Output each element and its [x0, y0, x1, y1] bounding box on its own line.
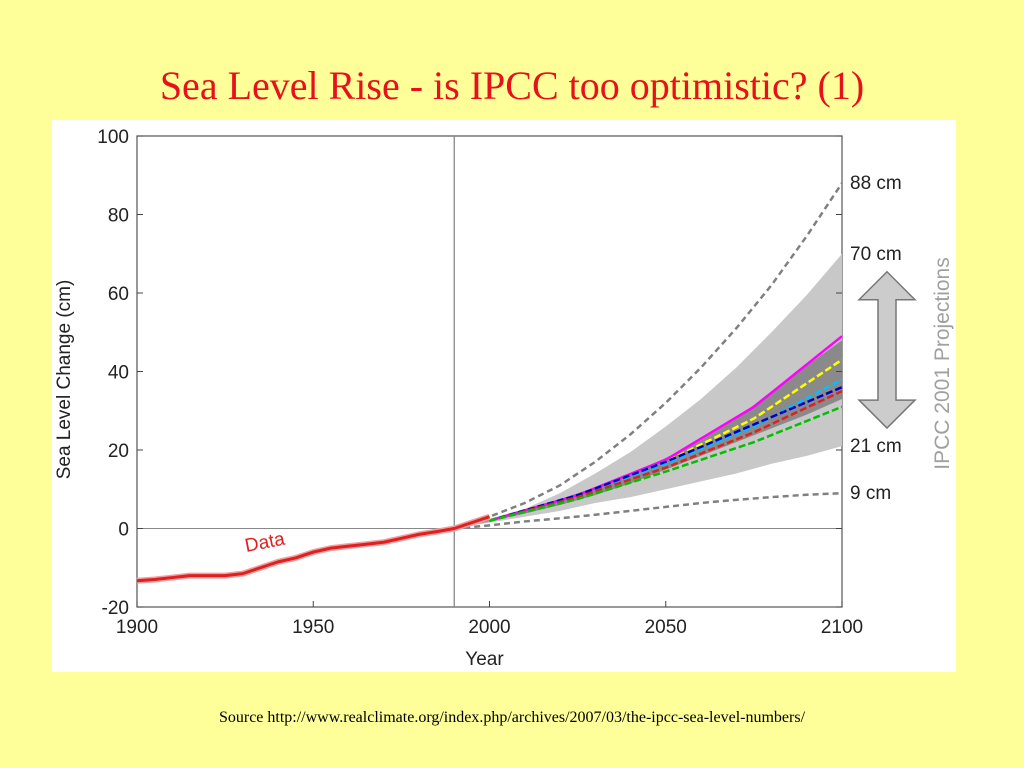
end-value-label: 70 cm	[850, 244, 902, 265]
x-tick-label: 1900	[116, 617, 158, 638]
slide-title: Sea Level Rise - is IPCC too optimistic?…	[159, 63, 865, 108]
projection-range-label: IPCC 2001 Projections	[931, 257, 954, 469]
y-tick-label: 20	[108, 441, 129, 462]
scenario-line	[489, 405, 843, 522]
end-value-label: 88 cm	[850, 173, 902, 194]
scenario-line	[489, 386, 843, 522]
envelope-line	[453, 182, 844, 530]
y-tick-label: 40	[108, 363, 129, 384]
end-value-label: 9 cm	[850, 483, 891, 504]
x-axis-title: Year	[465, 649, 504, 670]
y-tick-label: 0	[118, 520, 129, 541]
y-tick-label: 100	[97, 127, 129, 148]
x-tick-label: 2100	[821, 617, 863, 638]
envelope-line	[454, 491, 843, 530]
range-double-arrow	[857, 270, 917, 430]
source-note: Source http://www.realclimate.org/index.…	[218, 709, 806, 726]
x-tick-label: 2000	[468, 617, 510, 638]
scenario-line	[489, 389, 843, 522]
y-tick-label: 60	[108, 284, 129, 305]
x-tick-label: 2050	[645, 617, 687, 638]
data-line	[136, 515, 490, 583]
chart-panel: Data -20 0 20 40 60 80 100 1900 1950 2000 2050 2100 Y…	[52, 120, 956, 672]
x-tick-label: 1950	[292, 617, 334, 638]
projection-band-outer	[454, 253, 842, 529]
end-value-label: 21 cm	[850, 436, 902, 457]
y-axis-title: Sea Level Change (cm)	[54, 280, 75, 480]
y-tick-label: 80	[108, 206, 129, 227]
y-tick-label: -20	[102, 598, 129, 619]
